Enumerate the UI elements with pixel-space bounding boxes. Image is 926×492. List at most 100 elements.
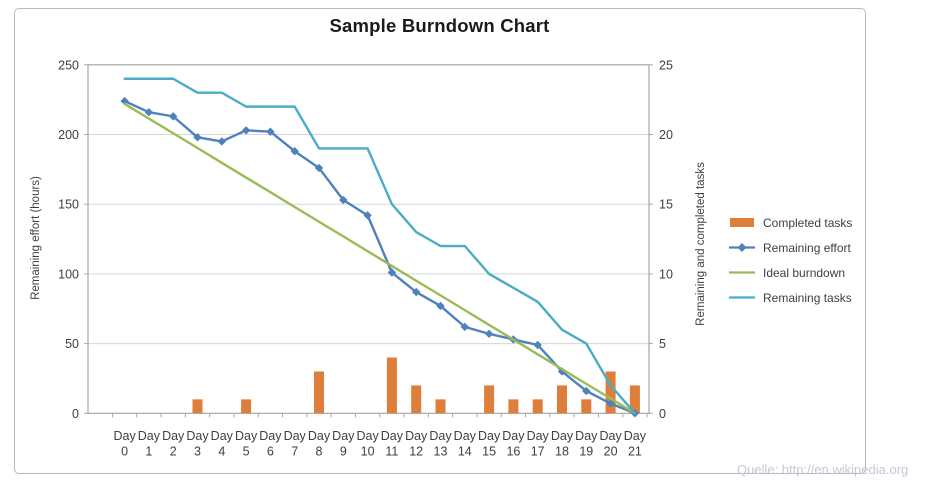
- x-axis-label-number: 3: [194, 445, 201, 459]
- completed-tasks-bar: [192, 399, 203, 414]
- left-axis-tick-label: 50: [65, 337, 79, 351]
- right-axis-tick-label: 10: [659, 267, 673, 281]
- remaining-effort-marker: [169, 112, 178, 121]
- left-axis-tick-label: 150: [58, 198, 79, 212]
- remaining-effort-marker: [412, 287, 421, 297]
- x-axis-label-number: 0: [121, 445, 128, 459]
- legend-item-completed-tasks: Completed tasks: [728, 210, 852, 235]
- legend: Completed tasks Remaining effort Ideal b…: [728, 210, 852, 310]
- x-axis-label-word: Day: [162, 429, 185, 443]
- completed-tasks-bar: [629, 385, 640, 414]
- x-axis-label-word: Day: [381, 429, 404, 443]
- completed-tasks-bar: [314, 371, 324, 414]
- x-axis-label-number: 17: [531, 445, 545, 459]
- x-axis-label-word: Day: [259, 429, 282, 443]
- left-axis-tick-label: 0: [72, 407, 79, 421]
- remaining-effort-marker: [290, 147, 299, 156]
- x-axis-label-number: 7: [291, 445, 298, 459]
- x-axis-label-word: Day: [211, 429, 234, 443]
- right-axis-tick-label: 5: [659, 337, 666, 351]
- x-axis-label-word: Day: [356, 429, 379, 443]
- right-axis-tick-label: 15: [659, 198, 673, 212]
- right-axis-tick-label: 20: [659, 128, 673, 142]
- x-axis-label-word: Day: [527, 429, 550, 443]
- completed-tasks-bar: [386, 357, 397, 414]
- plot-border: [87, 64, 650, 414]
- x-axis-label-word: Day: [308, 429, 331, 443]
- x-axis-label-number: 4: [218, 445, 225, 459]
- bar-swatch-icon: [730, 218, 754, 227]
- remaining-effort-marker: [120, 96, 129, 106]
- remaining-effort-marker: [606, 399, 615, 408]
- right-axis-tick-label: 0: [659, 407, 666, 421]
- completed-tasks-bar: [241, 399, 252, 414]
- completed-tasks-bar: [484, 385, 495, 414]
- chart-frame: [14, 8, 866, 474]
- x-axis-label-word: Day: [454, 429, 477, 443]
- x-axis-label-word: Day: [186, 429, 209, 443]
- remaining-effort-marker: [436, 301, 445, 311]
- x-axis-label-number: 5: [243, 445, 250, 459]
- remaining-effort-marker: [363, 211, 372, 220]
- legend-item-ideal-burndown: Ideal burndown: [728, 260, 852, 285]
- diamond-marker-icon: [737, 243, 747, 252]
- right-axis-tick-label: 25: [659, 58, 673, 72]
- left-axis-tick-label: 100: [58, 267, 79, 281]
- x-axis-label-number: 16: [506, 445, 520, 459]
- x-axis-label-number: 12: [409, 445, 423, 459]
- chart-title: Sample Burndown Chart: [329, 15, 550, 36]
- remaining-effort-marker: [314, 163, 324, 173]
- remaining-effort-marker: [582, 386, 591, 396]
- completed-tasks-bar: [581, 399, 592, 414]
- x-axis-label-number: 11: [385, 445, 398, 459]
- left-axis-tick-label: 250: [58, 58, 79, 72]
- x-axis-label-number: 10: [361, 445, 375, 459]
- x-axis-label-word: Day: [284, 429, 307, 443]
- remaining-effort-marker: [266, 127, 275, 136]
- legend-label-completed-tasks: Completed tasks: [763, 215, 853, 230]
- completed-tasks-bar: [605, 371, 616, 414]
- bar-swatch-rect: [730, 218, 754, 227]
- remaining-effort-marker: [144, 107, 154, 117]
- remaining-effort-marker: [484, 329, 494, 339]
- x-axis-label-word: Day: [478, 429, 501, 443]
- legend-label-remaining-effort: Remaining effort: [763, 240, 851, 255]
- x-axis-label-number: 19: [579, 445, 593, 459]
- remaining-effort-line: [123, 99, 637, 415]
- completed-tasks-bar: [411, 385, 422, 414]
- remaining-effort-marker: [217, 137, 226, 146]
- line-swatch-icon: [729, 296, 755, 299]
- x-axis-label-number: 6: [267, 445, 274, 459]
- left-axis-tick-label: 200: [58, 128, 79, 142]
- ideal-burndown-line: [123, 102, 637, 415]
- x-axis-label-number: 15: [482, 445, 496, 459]
- remaining-tasks-line: [123, 77, 637, 415]
- x-axis-label-number: 2: [170, 445, 177, 459]
- x-axis-label-number: 20: [604, 445, 618, 459]
- x-axis-label-word: Day: [599, 429, 622, 443]
- x-axis-label-word: Day: [551, 429, 574, 443]
- source-watermark: Quelle: http://en.wikipedia.org: [737, 462, 909, 477]
- completed-tasks-bar: [435, 399, 446, 414]
- x-axis-label-number: 18: [555, 445, 569, 459]
- x-axis-label-word: Day: [405, 429, 428, 443]
- legend-item-remaining-effort: Remaining effort: [728, 235, 852, 260]
- x-axis-label-word: Day: [332, 429, 355, 443]
- x-axis-label-word: Day: [235, 429, 258, 443]
- x-axis-label-word: Day: [429, 429, 452, 443]
- legend-item-remaining-tasks: Remaining tasks: [728, 285, 852, 310]
- legend-label-remaining-tasks: Remaining tasks: [763, 290, 852, 305]
- x-axis-label-number: 14: [458, 445, 472, 459]
- completed-tasks-bar: [532, 399, 543, 414]
- remaining-effort-marker: [339, 195, 348, 205]
- x-axis-label-word: Day: [575, 429, 598, 443]
- x-axis-label-number: 8: [316, 445, 323, 459]
- x-axis-label-number: 1: [145, 445, 152, 459]
- remaining-effort-marker: [533, 340, 542, 350]
- remaining-effort-marker: [193, 133, 202, 142]
- x-axis-label-number: 13: [434, 445, 448, 459]
- x-axis-label-number: 21: [628, 445, 642, 459]
- completed-tasks-bar: [508, 399, 519, 414]
